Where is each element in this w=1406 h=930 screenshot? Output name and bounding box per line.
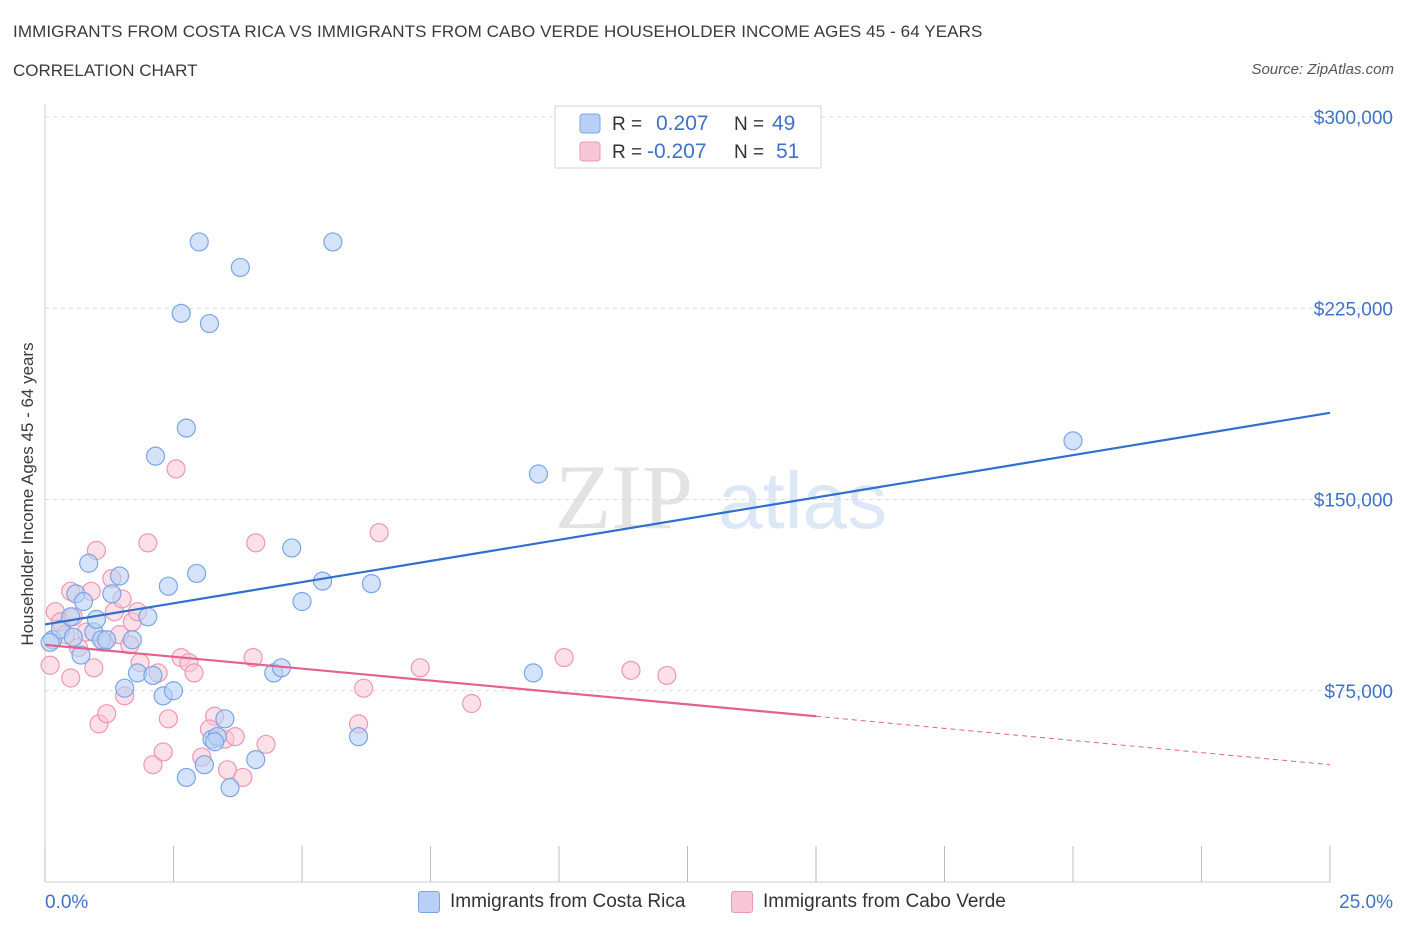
- source-label: Source: ZipAtlas.com: [1251, 61, 1394, 78]
- legend-item-costa-rica[interactable]: Immigrants from Costa Rica: [418, 889, 685, 915]
- cabo-verde-point-46: [554, 647, 574, 668]
- cabo-verde-trend-line: [44, 643, 817, 718]
- costa-rica-point-45: [1063, 431, 1083, 451]
- chart-subtitle: CORRELATION CHART: [13, 61, 198, 80]
- costa-rica-point-2: [61, 607, 81, 627]
- cabo-verde-point-44: [410, 658, 430, 678]
- y-tick-label-2: $225,000: [1314, 299, 1393, 320]
- watermark: ZIP atlas: [555, 446, 887, 548]
- costa-rica-point-14: [115, 678, 135, 698]
- costa-rica-point-46: [40, 632, 60, 652]
- axes: [44, 104, 1331, 883]
- cabo-verde-point-4: [61, 668, 81, 688]
- costa-rica-point-26: [189, 232, 209, 252]
- stats-n-label-2: N =: [734, 142, 764, 163]
- cabo-verde-point-43: [369, 523, 389, 543]
- costa-rica-point-15: [122, 630, 142, 650]
- legend-item-cabo-verde[interactable]: Immigrants from Cabo Verde: [731, 889, 1006, 915]
- stats-box: R = 0.207 N = 49 R = -0.207 N = 51: [554, 105, 822, 169]
- cabo-verde-point-38: [243, 647, 263, 668]
- stats-swatch-blue: [579, 113, 601, 134]
- costa-rica-point-5: [71, 645, 91, 665]
- costa-rica-point-41: [348, 727, 369, 747]
- costa-rica-point-28: [199, 313, 220, 334]
- cabo-verde-point-40: [256, 734, 276, 754]
- costa-rica-point-31: [215, 709, 235, 729]
- stats-r-value-1: 0.207: [656, 112, 709, 135]
- costa-rica-point-19: [145, 446, 166, 466]
- tick-labels: $75,000 $150,000 $225,000 $300,000 0.0% 25.0%: [45, 108, 1393, 913]
- y-tick-label-0: $75,000: [1324, 682, 1393, 703]
- stats-n-value-1: 49: [772, 112, 795, 135]
- x-tick-label-1: 25.0%: [1339, 892, 1393, 913]
- costa-rica-point-40: [323, 232, 343, 252]
- costa-rica-point-44: [528, 464, 549, 484]
- y-tick-label-3: $300,000: [1314, 108, 1393, 129]
- cabo-verde-point-9: [84, 658, 104, 678]
- costa-rica-point-39: [312, 571, 333, 591]
- cabo-verde-point-36: [225, 727, 245, 747]
- costa-rica-point-47: [176, 767, 196, 788]
- costa-rica-points: [40, 232, 1083, 798]
- costa-rica-trend-line: [44, 411, 1331, 626]
- costa-rica-point-43: [523, 663, 543, 683]
- cabo-verde-point-23: [138, 533, 158, 553]
- costa-rica-point-13: [109, 566, 130, 586]
- stats-r-value-2: -0.207: [647, 140, 707, 163]
- cabo-verde-point-42: [354, 678, 374, 698]
- costa-rica-point-9: [86, 609, 107, 629]
- costa-rica-point-34: [246, 749, 266, 770]
- x-tick-label-0: 0.0%: [45, 892, 88, 913]
- cabo-verde-point-26: [153, 742, 173, 762]
- costa-rica-point-18: [143, 665, 163, 686]
- costa-rica-point-17: [138, 607, 158, 627]
- y-tick-label-1: $150,000: [1314, 491, 1393, 512]
- legend-label-costa-rica: Immigrants from Costa Rica: [450, 891, 686, 912]
- cabo-verde-point-0: [40, 655, 60, 675]
- cabo-verde-point-24: [143, 755, 163, 775]
- cabo-verde-trend-extension: [815, 715, 1331, 766]
- costa-rica-point-6: [73, 591, 94, 612]
- cabo-verde-point-28: [166, 459, 186, 479]
- watermark-zip: ZIP: [555, 446, 693, 548]
- costa-rica-point-27: [194, 755, 214, 775]
- stats-swatch-pink: [579, 141, 601, 162]
- cabo-verde-point-27: [158, 709, 178, 729]
- legend-label-cabo-verde: Immigrants from Cabo Verde: [763, 891, 1006, 912]
- costa-rica-point-22: [163, 681, 184, 701]
- legend-swatch-pink: [731, 891, 753, 913]
- stats-n-value-2: 51: [776, 140, 799, 163]
- costa-rica-point-37: [282, 538, 302, 558]
- costa-rica-point-12: [102, 584, 122, 604]
- costa-rica-point-42: [361, 574, 381, 594]
- cabo-verde-point-13: [97, 704, 117, 724]
- chart-title: IMMIGRANTS FROM COSTA RICA VS IMMIGRANTS…: [13, 22, 983, 41]
- costa-rica-point-32: [220, 778, 240, 798]
- trend-lines: [44, 411, 1331, 766]
- costa-rica-point-24: [176, 418, 196, 438]
- cabo-verde-point-31: [184, 663, 204, 683]
- stats-r-label-2: R =: [612, 142, 642, 163]
- y-axis-label: Householder Income Ages 45 - 64 years: [18, 342, 37, 645]
- costa-rica-point-23: [171, 303, 191, 323]
- stats-n-label-1: N =: [734, 114, 764, 135]
- cabo-verde-point-37: [233, 767, 253, 788]
- costa-rica-point-11: [97, 630, 117, 650]
- costa-rica-point-21: [158, 576, 178, 596]
- costa-rica-point-38: [292, 591, 312, 612]
- cabo-verde-point-48: [657, 665, 677, 686]
- costa-rica-point-3: [63, 627, 83, 647]
- costa-rica-point-33: [230, 257, 250, 278]
- cabo-verde-point-47: [621, 660, 641, 680]
- cabo-verde-point-45: [462, 693, 482, 714]
- legend-swatch-blue: [418, 891, 440, 913]
- grid-lines: [45, 116, 1395, 692]
- cabo-verde-point-39: [246, 533, 266, 553]
- costa-rica-point-25: [187, 563, 207, 584]
- costa-rica-point-48: [205, 732, 225, 752]
- stats-r-label-1: R =: [612, 114, 642, 135]
- costa-rica-point-7: [79, 553, 99, 573]
